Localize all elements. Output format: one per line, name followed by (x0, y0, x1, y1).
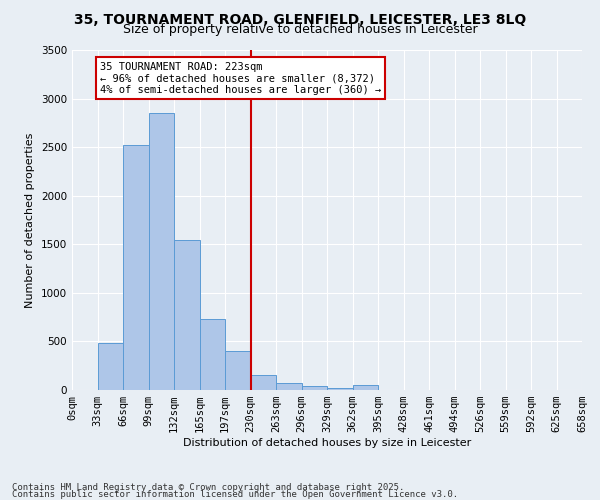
X-axis label: Distribution of detached houses by size in Leicester: Distribution of detached houses by size … (183, 438, 471, 448)
Text: Size of property relative to detached houses in Leicester: Size of property relative to detached ho… (122, 22, 478, 36)
Bar (97, 344, 123, 390)
Bar (302, 386, 327, 390)
Bar (225, 351, 251, 390)
Bar (251, 375, 276, 390)
Y-axis label: Number of detached properties: Number of detached properties (25, 132, 35, 308)
Bar (327, 388, 353, 390)
Bar (149, 113, 174, 390)
Bar (353, 385, 378, 390)
Bar (123, 145, 149, 390)
Text: 35 TOURNAMENT ROAD: 223sqm
← 96% of detached houses are smaller (8,372)
4% of se: 35 TOURNAMENT ROAD: 223sqm ← 96% of deta… (100, 62, 382, 95)
Bar (174, 240, 199, 390)
Text: 35, TOURNAMENT ROAD, GLENFIELD, LEICESTER, LE3 8LQ: 35, TOURNAMENT ROAD, GLENFIELD, LEICESTE… (74, 12, 526, 26)
Text: Contains public sector information licensed under the Open Government Licence v3: Contains public sector information licen… (12, 490, 458, 499)
Text: Contains HM Land Registry data © Crown copyright and database right 2025.: Contains HM Land Registry data © Crown c… (12, 484, 404, 492)
Bar (199, 319, 225, 390)
Bar (276, 383, 302, 390)
